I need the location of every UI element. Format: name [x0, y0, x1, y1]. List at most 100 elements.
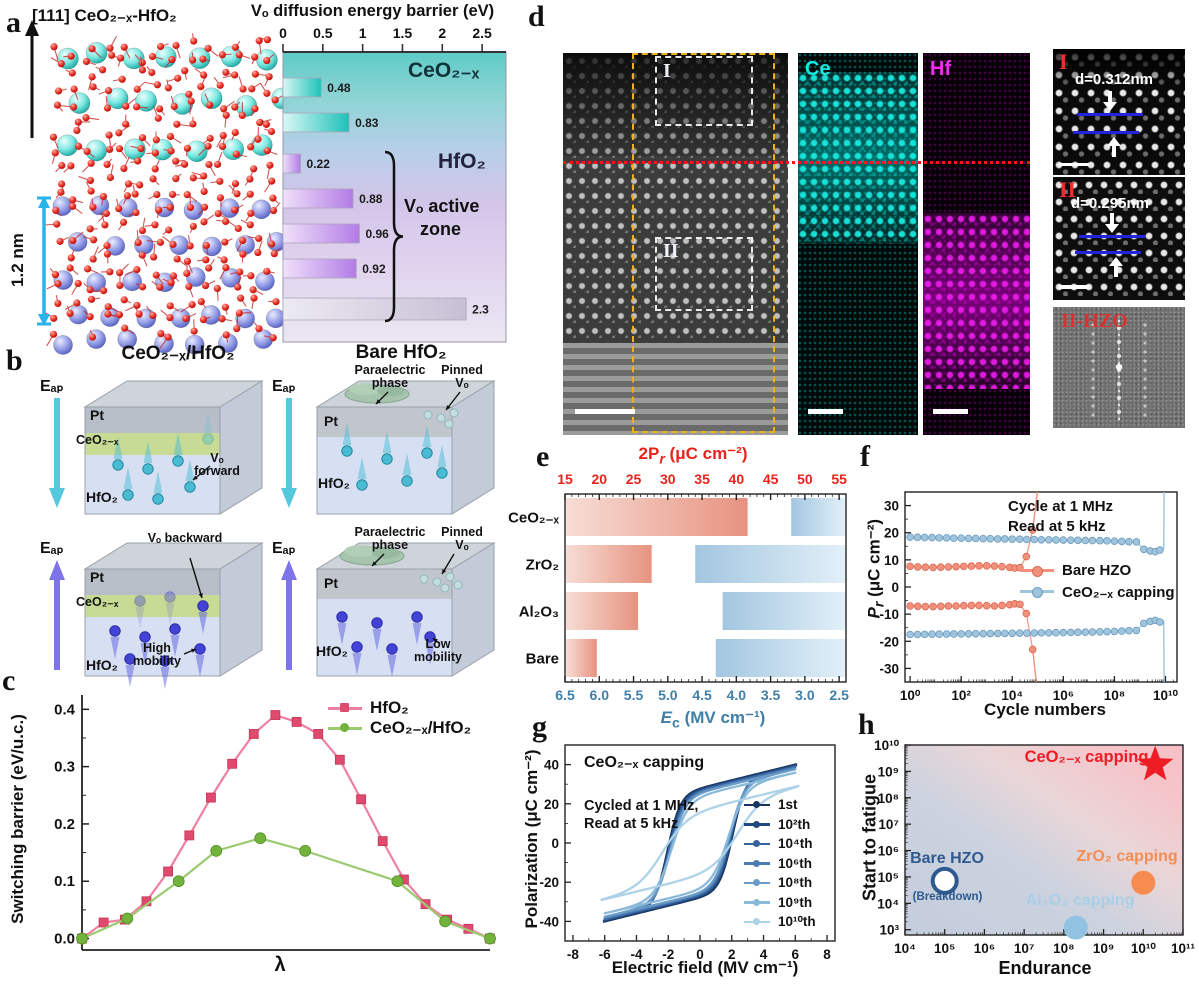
o-atom — [138, 226, 147, 235]
data-point — [979, 534, 987, 543]
switching-barrier-line-chart: 0.0 0.1 0.2 0.3 0.4 — [54, 695, 496, 951]
o-atom — [164, 333, 172, 341]
data-point — [1023, 629, 1031, 637]
o-atom — [231, 71, 239, 79]
o-atom — [58, 161, 66, 170]
annotation-arrowhead — [442, 569, 447, 574]
o-atom — [58, 180, 66, 188]
eds-region-box — [632, 53, 775, 433]
capped-stack-drawing — [83, 380, 264, 515]
data-point — [1022, 609, 1031, 618]
o-atom — [201, 281, 210, 290]
vo-droplet — [184, 459, 196, 493]
fft-spot — [1091, 386, 1095, 390]
tick-label: 3.0 — [795, 687, 815, 703]
o-atom — [247, 272, 255, 280]
o-atom — [152, 271, 160, 279]
hf-atom — [183, 200, 204, 221]
panel-a-zone-label-1: Vₒ active — [404, 196, 480, 216]
o-atom — [233, 325, 241, 333]
o-atom — [172, 41, 180, 50]
data-point — [949, 534, 958, 542]
vo-droplet — [386, 643, 398, 677]
data-point — [172, 875, 185, 888]
o-atom — [100, 287, 108, 295]
tick-label: 10⁶ — [974, 941, 995, 956]
schematic-bare-forward: Eₐₚ Paraelectric phase Pinned Vₒ Pt HfO₂ — [272, 363, 496, 524]
panel-f-legend: Bare HZO CeO₂₋ₓ capping — [1020, 560, 1175, 602]
pt-layer — [85, 407, 220, 433]
schematic-capped-forward: Eₐₚ Pt CeO₂₋ₓ HfO₂ Vₒ forward — [40, 364, 264, 524]
ec-bar-CeO₂₋ₓ — [791, 498, 845, 536]
vo-droplet — [152, 471, 164, 505]
data-point — [929, 563, 937, 572]
data-point — [1139, 619, 1148, 628]
o-atom — [169, 272, 178, 280]
o-atom — [204, 142, 212, 150]
o-atom — [205, 160, 213, 169]
data-point — [959, 562, 968, 571]
hf-atom — [184, 334, 205, 355]
o-atom — [86, 286, 94, 294]
data-point — [967, 601, 976, 610]
legend-item: 10¹⁰th — [744, 912, 816, 932]
tick-label: 0.83 — [355, 116, 379, 130]
tick-label: 45 — [763, 471, 779, 487]
lattice-line — [1077, 113, 1143, 116]
data-point — [957, 534, 965, 542]
tick-label: 10¹¹ — [1171, 941, 1196, 956]
o-atom — [156, 238, 165, 246]
fft-spot — [1091, 341, 1095, 345]
o-atom — [167, 278, 175, 287]
pr-bar-Al₂O₃ — [566, 592, 638, 630]
o-atom — [188, 301, 196, 309]
o-atom — [73, 299, 81, 307]
o-atom — [66, 264, 74, 272]
o-atom — [180, 160, 189, 168]
o-atom — [205, 264, 213, 272]
bar-0.22 — [282, 153, 301, 174]
o-atom — [219, 105, 228, 113]
legend-item: CeO₂₋ₓ capping — [1020, 581, 1175, 602]
o-atom — [250, 294, 258, 302]
o-atom — [74, 142, 83, 150]
o-atom — [235, 51, 243, 59]
o-atom — [84, 265, 92, 273]
pinned-vo — [419, 574, 429, 584]
tick-label: 0.2 — [54, 816, 75, 833]
o-atom — [115, 311, 124, 319]
data-point — [206, 792, 216, 803]
o-atom — [213, 160, 222, 168]
o-atom — [52, 206, 60, 215]
pinned-vo-label: Pinned Vₒ — [441, 363, 483, 391]
data-point — [936, 602, 945, 611]
data-point — [1074, 536, 1082, 545]
o-atom — [189, 120, 197, 128]
legend-label: HfO₂ — [370, 698, 409, 717]
tick-label: 5.5 — [624, 687, 644, 703]
tick-label: 10⁴ — [877, 896, 899, 911]
o-atom — [239, 236, 247, 245]
data-point — [913, 563, 922, 571]
annotation-arrowhead — [433, 638, 438, 643]
pinned-vo — [445, 572, 455, 582]
o-atom — [56, 237, 64, 245]
ce-signal-band — [798, 72, 918, 244]
o-atom — [199, 315, 208, 324]
fft-spot — [1091, 332, 1095, 336]
o-atom — [123, 192, 132, 200]
tick-label: -20 — [879, 634, 899, 649]
data-point — [906, 562, 914, 571]
o-atom — [148, 68, 156, 77]
o-atom — [182, 314, 190, 323]
o-atom — [189, 174, 197, 182]
ceo2x-label: CeO₂₋ₓ — [76, 595, 119, 609]
tick-label: 10⁶ — [878, 844, 899, 859]
data-point — [990, 562, 999, 570]
o-atom — [200, 218, 208, 226]
legend-item: 10⁶th — [744, 854, 816, 874]
o-atom — [106, 268, 114, 276]
vo-droplet — [139, 631, 151, 665]
tick-label: -2 — [662, 947, 674, 962]
